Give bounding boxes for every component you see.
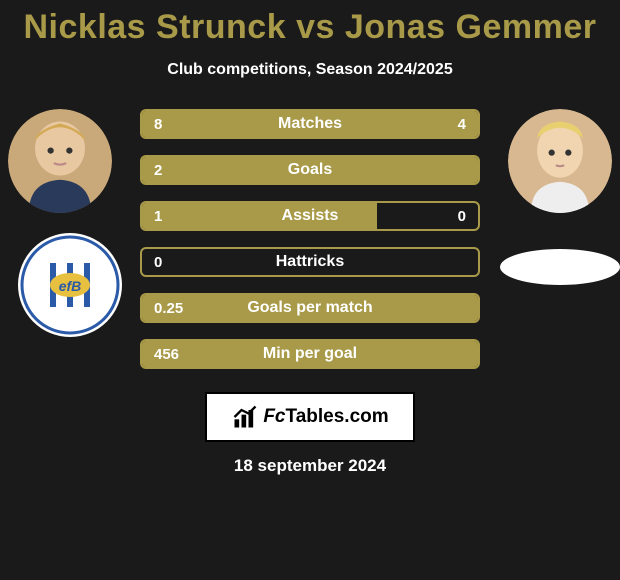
stat-label: Matches: [142, 111, 478, 137]
club-badge-left: efB: [18, 233, 122, 337]
brand-badge[interactable]: FcTables.com: [205, 392, 415, 442]
comparison-card: Nicklas Strunck vs Jonas Gemmer Club com…: [0, 0, 620, 580]
stat-label: Min per goal: [142, 341, 478, 367]
stat-bar: 0.25Goals per match: [140, 293, 480, 323]
stat-label: Assists: [142, 203, 478, 229]
stat-bar: 456Min per goal: [140, 339, 480, 369]
stat-label: Hattricks: [142, 249, 478, 275]
club-badge-right: [500, 249, 620, 285]
stat-label: Goals: [142, 157, 478, 183]
club-logo-left: efB: [18, 233, 122, 337]
brand-text: FcTables.com: [263, 406, 388, 428]
stat-bar: 84Matches: [140, 109, 480, 139]
player-right-photo: [508, 109, 612, 213]
avatar-player-left: [8, 109, 112, 213]
stat-bars: 84Matches 2Goals 10Assists 0Hattricks 0.25Go…: [140, 109, 480, 385]
chart-icon: [231, 403, 259, 431]
stat-bar: 2Goals: [140, 155, 480, 185]
subtitle: Club competitions, Season 2024/2025: [0, 61, 620, 79]
page-title: Nicklas Strunck vs Jonas Gemmer: [0, 8, 620, 47]
avatar-player-right: [508, 109, 612, 213]
player-left-photo: [8, 109, 112, 213]
stat-label: Goals per match: [142, 295, 478, 321]
svg-text:efB: efB: [59, 278, 82, 294]
stat-bar: 0Hattricks: [140, 247, 480, 277]
date-text: 18 september 2024: [0, 456, 620, 476]
stat-bar: 10Assists: [140, 201, 480, 231]
